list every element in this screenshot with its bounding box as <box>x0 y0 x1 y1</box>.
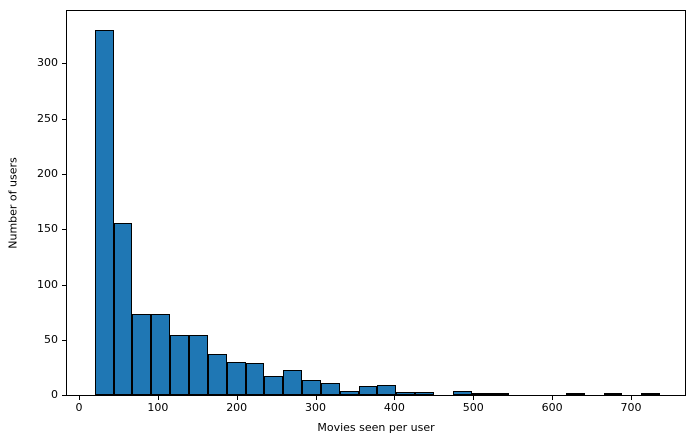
x-tick-mark <box>78 396 80 400</box>
x-tick-mark <box>236 396 238 400</box>
histogram-bar <box>264 376 284 395</box>
histogram-bar <box>207 354 227 395</box>
x-tick-mark <box>630 396 632 400</box>
y-tick-mark <box>62 118 66 120</box>
histogram-bar <box>603 393 623 395</box>
x-tick-label: 300 <box>305 401 327 414</box>
histogram-bar <box>415 391 434 395</box>
histogram-bar <box>132 314 152 395</box>
x-tick-label: 400 <box>383 401 405 414</box>
histogram-bar <box>113 222 133 395</box>
y-tick-label: 300 <box>37 56 58 70</box>
x-tick-mark <box>473 396 475 400</box>
y-tick-label: 50 <box>44 332 58 346</box>
x-tick-label: 200 <box>226 401 248 414</box>
y-tick-mark <box>62 173 66 175</box>
histogram-bar <box>245 362 265 395</box>
x-tick-label: 0 <box>75 401 83 414</box>
histogram-bar <box>302 379 321 395</box>
histogram-bar <box>452 390 472 395</box>
histogram-bar <box>170 335 189 395</box>
histogram-bar <box>94 30 114 395</box>
y-tick-label: 200 <box>37 166 58 180</box>
bars-layer <box>67 11 685 395</box>
x-tick-label: 700 <box>620 401 642 414</box>
histogram-bar <box>565 393 585 395</box>
y-tick-mark <box>62 395 66 396</box>
x-tick-mark <box>552 396 554 400</box>
y-tick-mark <box>62 63 66 65</box>
histogram-bar <box>641 393 661 395</box>
histogram-bar <box>490 393 510 395</box>
histogram-bar <box>358 386 378 395</box>
histogram-bar <box>320 382 340 395</box>
x-tick-mark <box>394 396 396 400</box>
y-tick-label: 150 <box>37 222 58 236</box>
y-tick-mark <box>62 284 66 286</box>
histogram-bar <box>283 369 303 395</box>
histogram-bar <box>396 391 416 395</box>
x-axis-label: Movies seen per user <box>317 421 435 434</box>
x-tick-label: 100 <box>147 401 169 414</box>
x-tick-mark <box>315 396 317 400</box>
x-tick-mark <box>157 396 159 400</box>
x-tick-label: 500 <box>462 401 484 414</box>
histogram-bar <box>151 314 171 395</box>
histogram-bar <box>339 390 359 395</box>
histogram-bar <box>188 335 208 395</box>
histogram-bar <box>377 385 397 395</box>
plot-area <box>66 10 686 396</box>
y-tick-label: 100 <box>37 277 58 291</box>
y-tick-mark <box>62 339 66 341</box>
y-tick-mark <box>62 229 66 231</box>
x-tick-label: 600 <box>541 401 563 414</box>
y-tick-label: 0 <box>51 388 58 401</box>
histogram-bar <box>226 361 246 395</box>
y-tick-label: 250 <box>37 111 58 125</box>
histogram-bar <box>471 393 491 395</box>
